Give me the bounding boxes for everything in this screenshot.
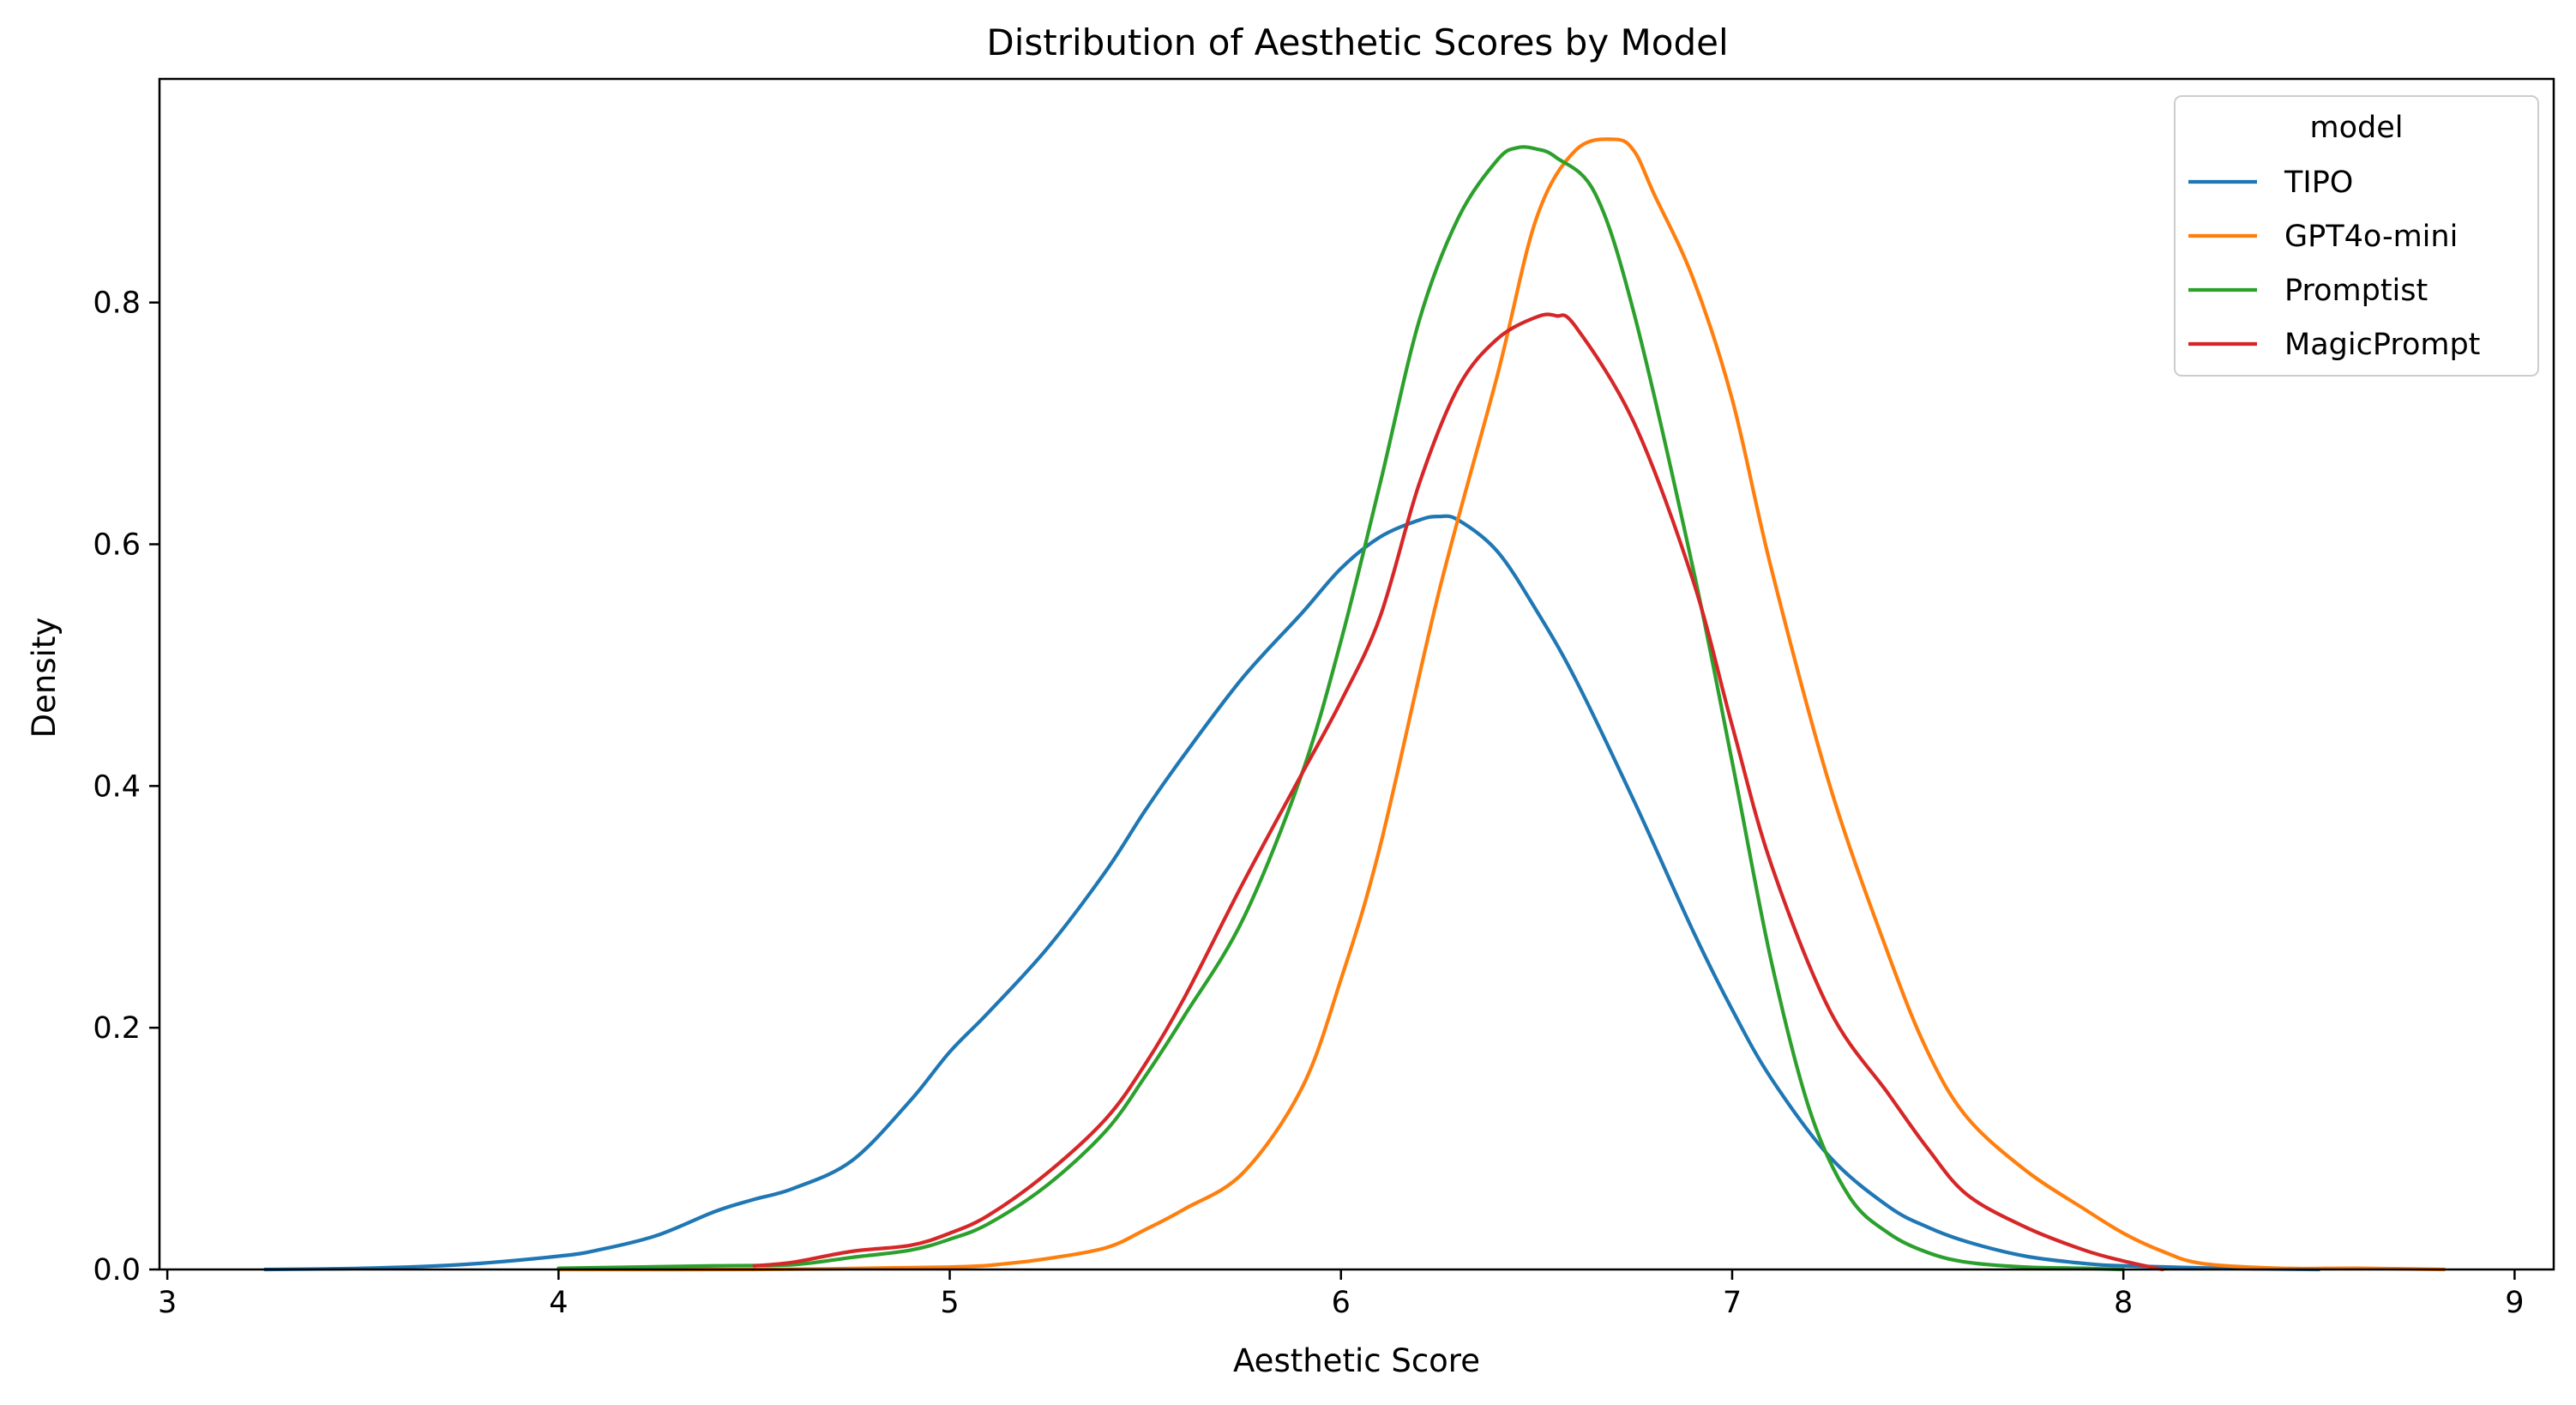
chart-title: Distribution of Aesthetic Scores by Mode… [986, 21, 1728, 63]
x-tick-label: 5 [940, 1286, 959, 1320]
series-line-gpt4o-mini [557, 137, 2447, 1272]
series-line-promptist [557, 145, 2126, 1272]
x-tick-label: 9 [2505, 1286, 2524, 1320]
x-tick-label: 8 [2114, 1286, 2133, 1320]
x-tick-label: 3 [158, 1286, 177, 1320]
x-tick-label: 6 [1332, 1286, 1351, 1320]
x-tick-label: 7 [1723, 1286, 1742, 1320]
y-axis-label: Density [26, 618, 63, 739]
y-tick-label: 0.2 [93, 1011, 141, 1046]
legend-title: model [2310, 111, 2404, 145]
series-layer [263, 137, 2447, 1272]
y-axis-ticks: 0.0 0.2 0.4 0.6 0.8 [93, 286, 159, 1287]
x-axis-label: Aesthetic Score [1233, 1342, 1480, 1379]
legend-label-tipo: TIPO [2284, 166, 2353, 200]
legend-label-magicprompt: MagicPrompt [2284, 328, 2480, 362]
y-tick-label: 0.8 [93, 286, 141, 321]
legend-label-promptist: Promptist [2284, 274, 2428, 308]
legend-box [2174, 95, 2539, 377]
y-tick-label: 0.0 [93, 1253, 141, 1287]
y-tick-label: 0.4 [93, 769, 141, 804]
x-tick-label: 4 [549, 1286, 568, 1320]
series-line-magicprompt [752, 312, 2164, 1272]
legend-items: TIPO GPT4o-mini Promptist MagicPrompt [2188, 166, 2480, 362]
legend: model TIPO GPT4o-mini Promptist MagicPrompt [2174, 95, 2539, 377]
legend-label-gpt4o-mini: GPT4o-mini [2284, 220, 2458, 254]
series-line-tipo [263, 514, 2321, 1272]
plot-frame [158, 77, 2555, 1271]
y-tick-label: 0.6 [93, 528, 141, 563]
x-axis-ticks: 3 4 5 6 7 8 9 [158, 1269, 2525, 1320]
